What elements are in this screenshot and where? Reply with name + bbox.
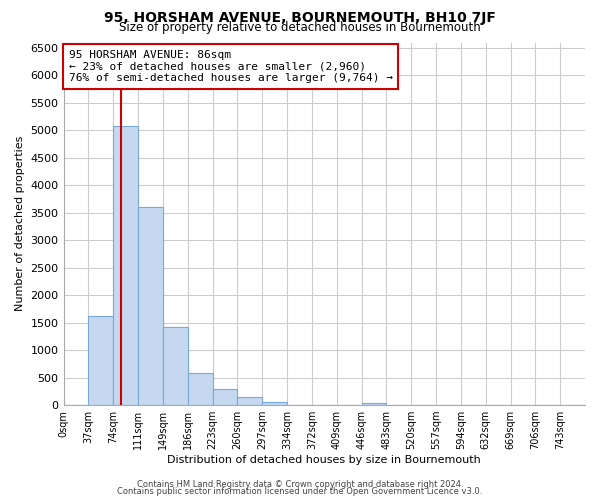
Bar: [88, 316, 113, 405]
Text: Contains public sector information licensed under the Open Government Licence v3: Contains public sector information licen…: [118, 487, 482, 496]
Bar: [138, 208, 163, 405]
Bar: [188, 372, 212, 405]
Bar: [238, 398, 262, 405]
Bar: [362, 403, 386, 405]
Bar: [163, 327, 188, 405]
X-axis label: Distribution of detached houses by size in Bournemouth: Distribution of detached houses by size …: [167, 455, 481, 465]
Y-axis label: Number of detached properties: Number of detached properties: [15, 136, 25, 312]
Text: Size of property relative to detached houses in Bournemouth: Size of property relative to detached ho…: [119, 22, 481, 35]
Bar: [262, 402, 287, 405]
Bar: [113, 126, 138, 405]
Bar: [212, 389, 238, 405]
Text: Contains HM Land Registry data © Crown copyright and database right 2024.: Contains HM Land Registry data © Crown c…: [137, 480, 463, 489]
Text: 95 HORSHAM AVENUE: 86sqm
← 23% of detached houses are smaller (2,960)
76% of sem: 95 HORSHAM AVENUE: 86sqm ← 23% of detach…: [69, 50, 393, 83]
Text: 95, HORSHAM AVENUE, BOURNEMOUTH, BH10 7JF: 95, HORSHAM AVENUE, BOURNEMOUTH, BH10 7J…: [104, 11, 496, 25]
